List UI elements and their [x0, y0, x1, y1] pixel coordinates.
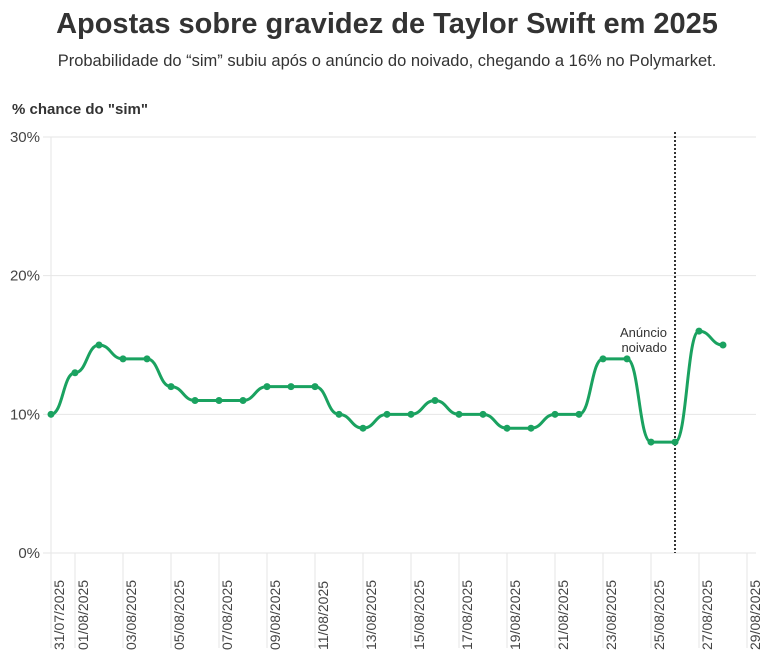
data-point: [599, 355, 607, 363]
data-point: [527, 424, 535, 432]
x-tick-label: 19/08/2025: [507, 580, 523, 650]
data-point: [647, 438, 655, 446]
data-point: [95, 341, 103, 349]
x-tick-label: 13/08/2025: [363, 580, 379, 650]
x-tick-label: 27/08/2025: [699, 580, 715, 650]
x-tick-label: 31/07/2025: [51, 580, 67, 650]
data-point: [455, 410, 463, 418]
data-point: [575, 410, 583, 418]
data-point: [623, 355, 631, 363]
data-point: [479, 410, 487, 418]
data-point: [311, 383, 319, 391]
data-point: [167, 383, 175, 391]
x-tick-label: 15/08/2025: [411, 580, 427, 650]
data-point: [359, 424, 367, 432]
y-axis-label: % chance do "sim": [12, 101, 148, 118]
chart-subtitle: Probabilidade do “sim” subiu após o anún…: [57, 52, 717, 70]
y-tick-label: 30%: [10, 129, 40, 146]
x-tick-label: 29/08/2025: [747, 580, 763, 650]
x-tick-label: 23/08/2025: [603, 580, 619, 650]
data-point: [263, 383, 271, 391]
y-tick-label: 0%: [18, 545, 40, 562]
annotation-text: Anúncio: [620, 325, 667, 340]
data-point: [239, 396, 247, 404]
x-tick-label: 03/08/2025: [123, 580, 139, 650]
data-point: [191, 396, 199, 404]
data-point: [695, 327, 703, 335]
x-tick-label: 09/08/2025: [267, 580, 283, 650]
x-tick-label: 07/08/2025: [219, 580, 235, 650]
data-point: [503, 424, 511, 432]
x-tick-label: 25/08/2025: [651, 580, 667, 650]
data-point: [143, 355, 151, 363]
y-tick-label: 10%: [10, 406, 40, 423]
data-point: [335, 410, 343, 418]
chart-title: Apostas sobre gravidez de Taylor Swift e…: [56, 8, 718, 40]
annotation-text: noivado: [621, 340, 667, 355]
data-point: [431, 396, 439, 404]
data-point: [383, 410, 391, 418]
data-point: [119, 355, 127, 363]
x-tick-label: 17/08/2025: [459, 580, 475, 650]
x-tick-label: 05/08/2025: [171, 580, 187, 650]
data-point: [47, 410, 55, 418]
data-point: [71, 369, 79, 377]
data-point: [671, 438, 679, 446]
x-tick-label: 11/08/2025: [315, 581, 331, 650]
data-point: [287, 383, 295, 391]
data-point: [719, 341, 727, 349]
data-point: [407, 410, 415, 418]
x-tick-label: 21/08/2025: [555, 580, 571, 650]
data-point: [551, 410, 559, 418]
data-point: [215, 396, 223, 404]
y-tick-label: 20%: [10, 268, 40, 285]
x-tick-label: 01/08/2025: [75, 580, 91, 650]
